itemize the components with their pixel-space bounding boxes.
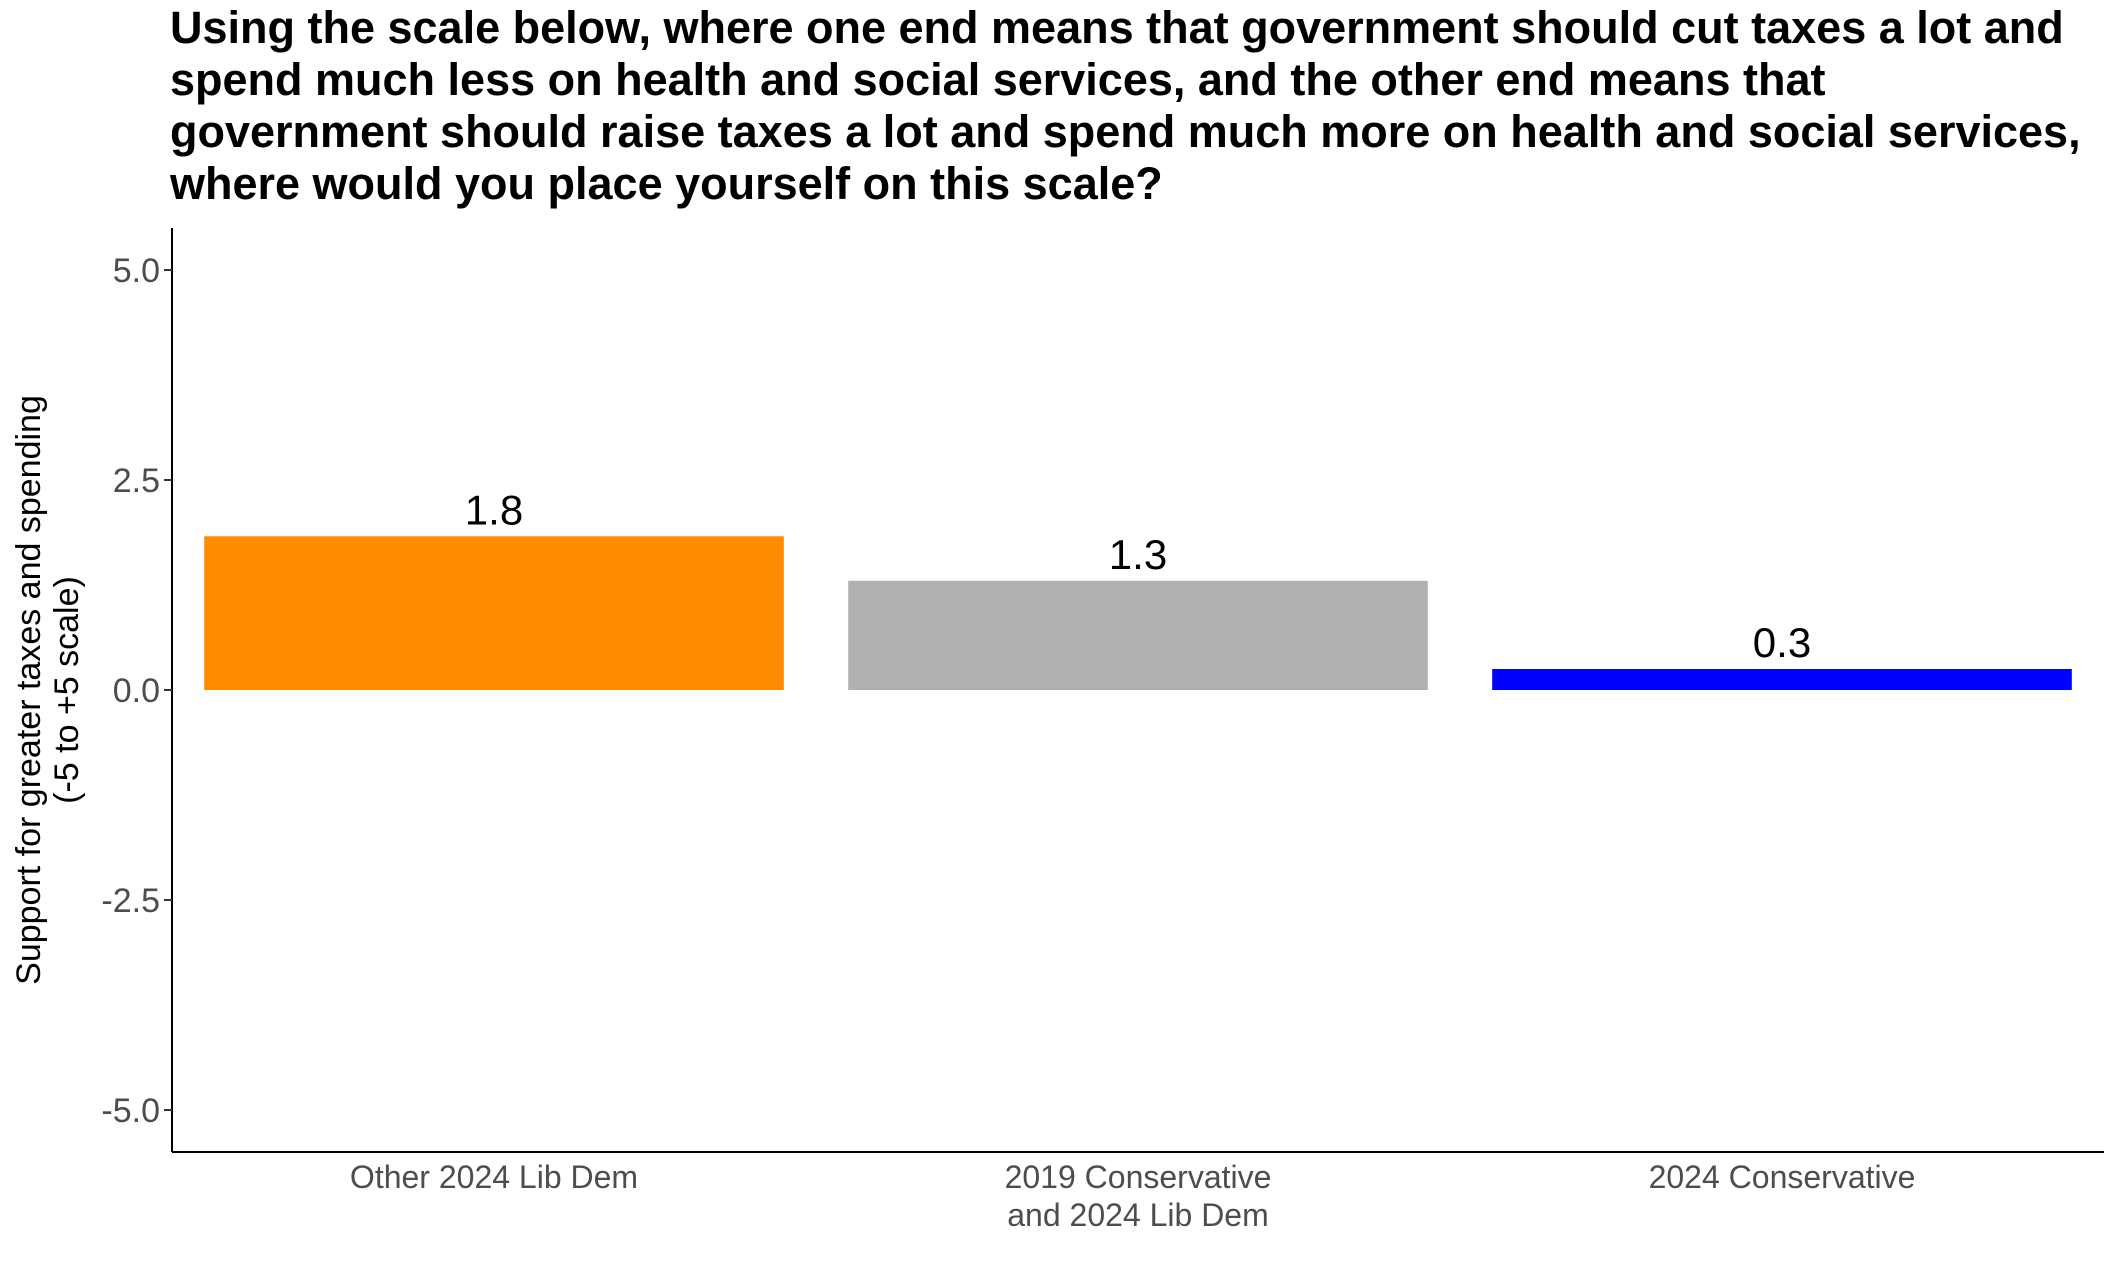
y-tick-label: -2.5 xyxy=(101,882,160,920)
y-tick-label: 0.0 xyxy=(113,672,160,710)
bar xyxy=(204,536,784,690)
value-labels: 1.8 1.3 0.3 xyxy=(465,486,1811,666)
chart-title: Using the scale below, where one end mea… xyxy=(170,2,2081,209)
bars xyxy=(204,536,2072,690)
y-axis-label: Support for greater taxes and spending(-… xyxy=(10,395,86,985)
bar xyxy=(848,580,1428,690)
y-tick-label: -5.0 xyxy=(101,1092,160,1130)
x-axis-labels: Other 2024 Lib Dem 2019 Conservative and 2… xyxy=(350,1159,1915,1233)
x-tick-label: 2024 Conservative xyxy=(1649,1159,1916,1195)
y-tick-label: 2.5 xyxy=(113,462,160,500)
bar-value-label: 1.3 xyxy=(1109,531,1167,578)
x-tick-label: 2019 Conservative and 2024 Lib Dem xyxy=(1005,1159,1272,1233)
y-ticks: 5.0 2.5 0.0 -2.5 -5.0 xyxy=(101,252,172,1130)
y-axis-title: Support for greater taxes and spending(-… xyxy=(10,395,86,985)
bar xyxy=(1492,669,2072,690)
bar-value-label: 0.3 xyxy=(1753,619,1811,666)
y-tick-label: 5.0 xyxy=(113,252,160,290)
x-tick-label: Other 2024 Lib Dem xyxy=(350,1159,638,1195)
bar-value-label: 1.8 xyxy=(465,486,523,533)
